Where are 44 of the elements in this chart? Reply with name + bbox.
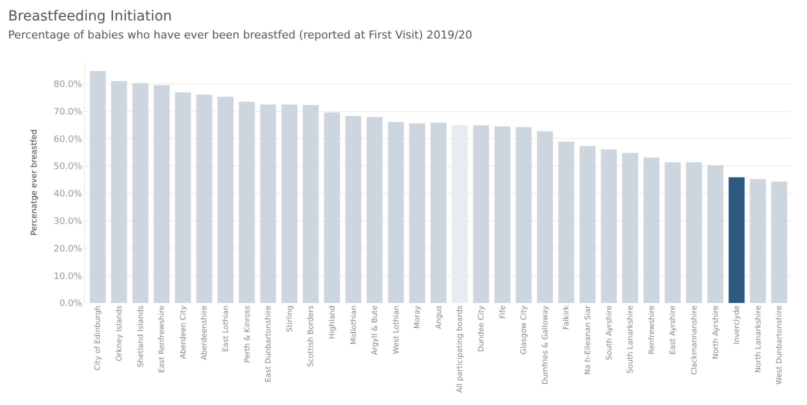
bar (260, 104, 276, 303)
bar (174, 92, 191, 303)
bar (366, 117, 383, 303)
bar (580, 146, 596, 303)
bar (218, 96, 234, 303)
bar (132, 83, 148, 303)
bar (90, 71, 106, 303)
bar (558, 142, 574, 303)
bar (771, 182, 788, 303)
bar (302, 105, 319, 303)
bar (473, 125, 490, 303)
bar (281, 104, 298, 303)
bar (643, 158, 660, 303)
y-tick-label: 60.0% (54, 134, 83, 145)
bar (238, 102, 255, 303)
bar (111, 81, 128, 303)
bar (622, 152, 638, 303)
y-tick-label: 30.0% (54, 216, 83, 227)
bar (728, 177, 745, 303)
bar (664, 162, 681, 303)
bar (600, 149, 617, 303)
y-tick-label: 70.0% (54, 107, 83, 118)
y-tick-label: 20.0% (54, 244, 83, 254)
y-tick-label: 50.0% (54, 162, 83, 172)
bar (196, 94, 212, 303)
bar (536, 131, 553, 303)
y-axis-title: Percenatge ever breastfed (29, 129, 38, 236)
bar (324, 112, 340, 303)
y-tick-label: 0.0% (59, 299, 83, 310)
bar (409, 123, 426, 303)
bar (707, 165, 724, 303)
bar (154, 85, 170, 303)
bar (430, 122, 446, 303)
bar (750, 178, 766, 303)
bar (686, 162, 702, 303)
bar (494, 126, 510, 303)
y-tick-label: 40.0% (54, 190, 83, 200)
bar (516, 127, 532, 303)
chart-subtitle: Percentage of babies who have ever been breastfed (reported at First Visit) 2019/20 (8, 28, 472, 42)
chart-title: Breastfeeding Initiation (8, 8, 172, 24)
bar (345, 116, 362, 303)
bar (388, 122, 404, 303)
y-tick-label: 10.0% (54, 272, 83, 282)
y-tick-label: 80.0% (54, 80, 83, 90)
